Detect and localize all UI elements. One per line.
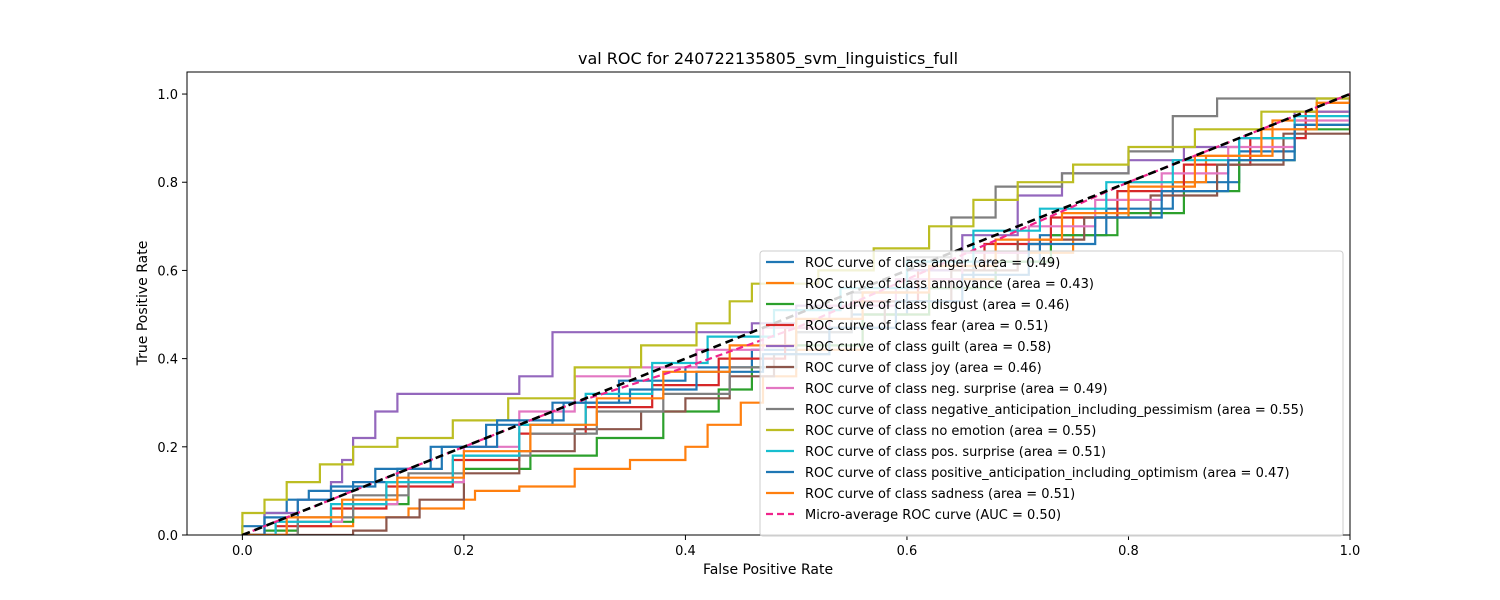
- legend-label: ROC curve of class anger (area = 0.49): [805, 256, 1060, 271]
- x-tick-label: 0.2: [454, 544, 475, 559]
- legend-label: ROC curve of class neg. surprise (area =…: [805, 382, 1108, 397]
- legend-label: ROC curve of class guilt (area = 0.58): [805, 340, 1051, 355]
- legend-label: ROC curve of class pos. surprise (area =…: [805, 445, 1106, 460]
- legend-label: ROC curve of class no emotion (area = 0.…: [805, 424, 1096, 439]
- y-tick-label: 0.4: [157, 353, 178, 368]
- x-axis-label: False Positive Rate: [703, 562, 833, 578]
- y-tick-label: 0.2: [157, 441, 178, 456]
- x-tick-label: 0.4: [675, 544, 696, 559]
- legend: ROC curve of class anger (area = 0.49) RO…: [759, 250, 1344, 537]
- series-line-8: [241, 94, 1350, 535]
- y-axis-label: True Positive Rate: [135, 241, 151, 367]
- y-tick-label: 1.0: [157, 88, 178, 103]
- y-axis: 0.0 0.2 0.4 0.6 0.8 1.0: [157, 88, 187, 544]
- y-tick-label: 0.8: [157, 176, 178, 191]
- legend-label: ROC curve of class joy (area = 0.46): [805, 361, 1042, 376]
- series-line-4: [242, 94, 1350, 535]
- legend-label: ROC curve of class negative_anticipation…: [805, 403, 1304, 418]
- x-tick-label: 1.0: [1340, 544, 1361, 559]
- legend-label: Micro-average ROC curve (AUC = 0.50): [805, 508, 1061, 523]
- x-axis: 0.0 0.2 0.4 0.6 0.8 1.0: [232, 535, 1360, 559]
- series-line-1: [242, 94, 1350, 535]
- legend-label: ROC curve of class sadness (area = 0.51): [805, 487, 1075, 502]
- chart-title: val ROC for 240722135805_svm_linguistics…: [578, 49, 958, 69]
- legend-label: ROC curve of class disgust (area = 0.46): [805, 298, 1069, 313]
- chance-diagonal-line: [241, 92, 1350, 535]
- x-tick-label: 0.0: [232, 544, 253, 559]
- legend-box: [759, 250, 1344, 537]
- legend-label: ROC curve of class annoyance (area = 0.4…: [805, 277, 1094, 292]
- legend-label: ROC curve of class fear (area = 0.51): [805, 319, 1048, 334]
- series-line-5: [242, 94, 1350, 535]
- x-tick-label: 0.8: [1118, 544, 1139, 559]
- x-tick-label: 0.6: [897, 544, 918, 559]
- legend-label: ROC curve of class positive_anticipation…: [805, 466, 1290, 481]
- y-tick-label: 0.0: [157, 529, 178, 544]
- y-tick-label: 0.6: [157, 264, 178, 279]
